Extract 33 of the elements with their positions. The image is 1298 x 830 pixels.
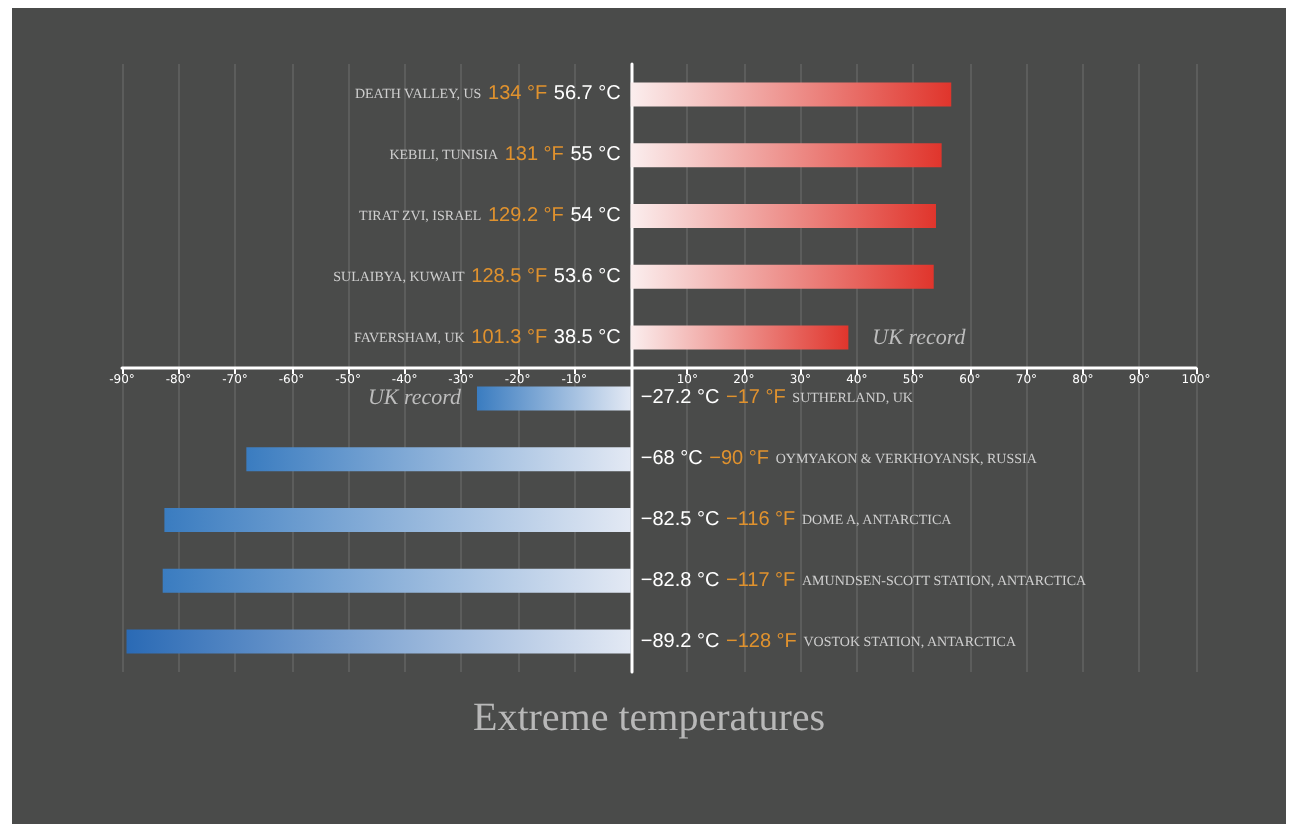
- bar: [476, 386, 631, 411]
- bar: [630, 82, 952, 107]
- annotation: 134 °F: [487, 83, 548, 106]
- bar: [126, 629, 631, 654]
- annotation: 129.2 °F: [487, 205, 564, 227]
- bar: [246, 447, 631, 472]
- data-label: −82.8 °C: [640, 569, 720, 592]
- data-label: 53.6 °C: [553, 265, 621, 288]
- text: Extreme temperatures: [472, 696, 826, 740]
- data-label: 55 °C: [570, 144, 621, 167]
- annotation: −117 °F: [726, 569, 796, 592]
- data-label: −27.2 °C: [640, 387, 720, 410]
- data-label: −82.5 °C: [640, 509, 720, 531]
- bar: [162, 568, 631, 593]
- bar: [164, 508, 631, 532]
- annotation: UK record: [872, 325, 967, 350]
- annotation: −116 °F: [726, 509, 796, 531]
- bar: [630, 325, 849, 350]
- bar: [630, 204, 936, 228]
- annotation: −128 °F: [726, 630, 797, 653]
- bar: [630, 143, 942, 168]
- annotation: 128.5 °F: [471, 265, 548, 288]
- annotation: 101.3 °F: [471, 326, 548, 349]
- annotation: 131 °F: [504, 144, 564, 167]
- annotation: −17 °F: [726, 387, 786, 410]
- data-label: 54 °C: [570, 205, 621, 227]
- annotation: −90 °F: [709, 448, 770, 471]
- data-label: 38.5 °C: [553, 326, 621, 349]
- data-label: −89.2 °C: [640, 630, 720, 653]
- annotation: UK record: [367, 386, 462, 411]
- bar: [630, 264, 934, 289]
- data-label: 56.7 °C: [553, 83, 621, 106]
- data-label: −68 °C: [640, 448, 703, 471]
